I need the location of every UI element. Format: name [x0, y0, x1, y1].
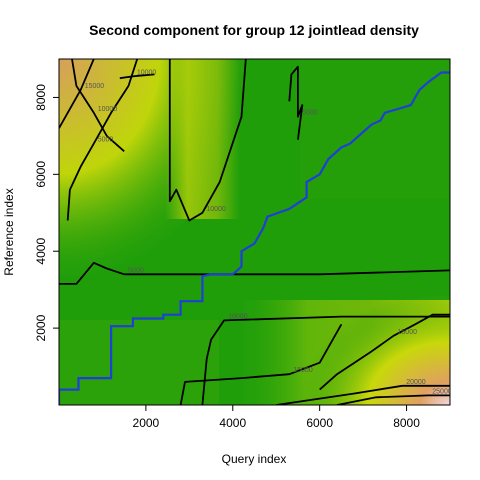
y-tick-label-0: 2000 [34, 314, 48, 341]
contour-label-8: 15000 [293, 367, 313, 374]
contour-label-4: 10000 [137, 69, 157, 76]
contour-line-7 [201, 315, 450, 405]
x-tick-label-0: 2000 [133, 416, 160, 430]
y-tick-label-3: 8000 [34, 84, 48, 111]
contour-line-0 [59, 261, 450, 285]
plot-frame [58, 58, 451, 406]
x-tick-label-1: 4000 [219, 416, 246, 430]
contour-label-6: 5000 [302, 110, 318, 117]
contour-label-9: 15000 [398, 329, 418, 336]
x-axis-label: Query index [222, 452, 287, 466]
alignment-path [59, 71, 450, 405]
contour-line-4 [119, 73, 155, 80]
y-tick-label-2: 6000 [34, 161, 48, 188]
contour-label-5: 10000 [206, 206, 226, 213]
contour-line-8 [179, 323, 343, 405]
contour-label-0: 5000 [128, 267, 144, 274]
x-tick-label-3: 8000 [393, 416, 420, 430]
contour-line-10 [276, 384, 450, 405]
y-tick-label-1: 4000 [34, 238, 48, 265]
contour-label-2: 15000 [85, 83, 105, 90]
contour-label-10: 20000 [406, 379, 426, 386]
contour-line-5 [168, 59, 247, 222]
contour-label-3: 5000 [98, 137, 114, 144]
contour-line-2 [59, 59, 95, 129]
contour-label-7: 10000 [228, 313, 248, 320]
contour-label-11: 25000 [432, 388, 452, 395]
contour-line-3 [66, 59, 139, 221]
contour-line-1 [71, 59, 125, 152]
y-axis-label: Reference index [2, 188, 16, 275]
contour-line-9 [319, 313, 450, 391]
contour-line-6 [288, 65, 304, 140]
chart-title: Second component for group 12 jointlead … [89, 22, 419, 38]
x-tick-label-2: 6000 [306, 416, 333, 430]
contour-line-11 [336, 394, 450, 405]
contour-label-1: 10000 [98, 106, 118, 113]
